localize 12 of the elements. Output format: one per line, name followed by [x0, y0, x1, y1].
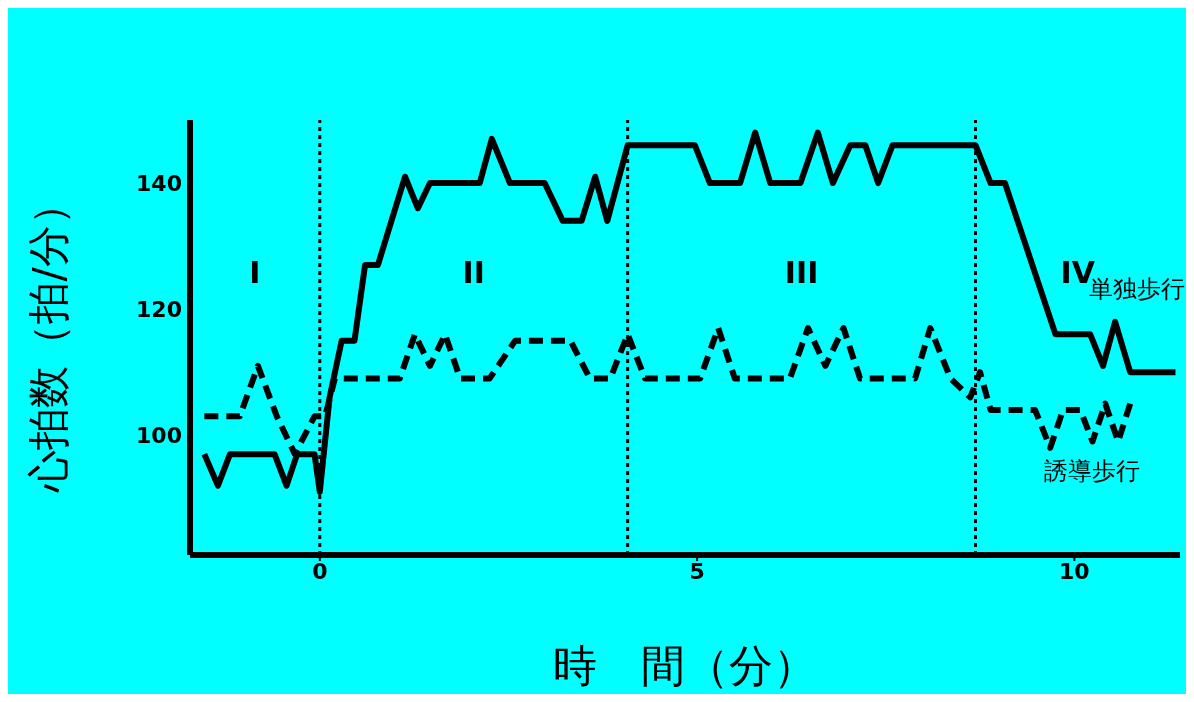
- series-label: 誘導歩行: [1044, 456, 1141, 485]
- x-axis-title: 時 間（分）: [553, 640, 817, 691]
- y-tick-label: 120: [136, 296, 182, 322]
- y-tick-label: 100: [136, 423, 182, 449]
- y-axis-title: 心拍数（拍/分）: [23, 183, 73, 493]
- x-tick-label: 0: [312, 558, 328, 584]
- annotation: I: [249, 254, 261, 290]
- x-tick-label: 10: [1059, 558, 1090, 584]
- x-tick-label: 5: [689, 558, 705, 584]
- annotation: II: [462, 254, 485, 290]
- y-tick-label: 140: [136, 170, 182, 196]
- annotation: III: [784, 254, 819, 290]
